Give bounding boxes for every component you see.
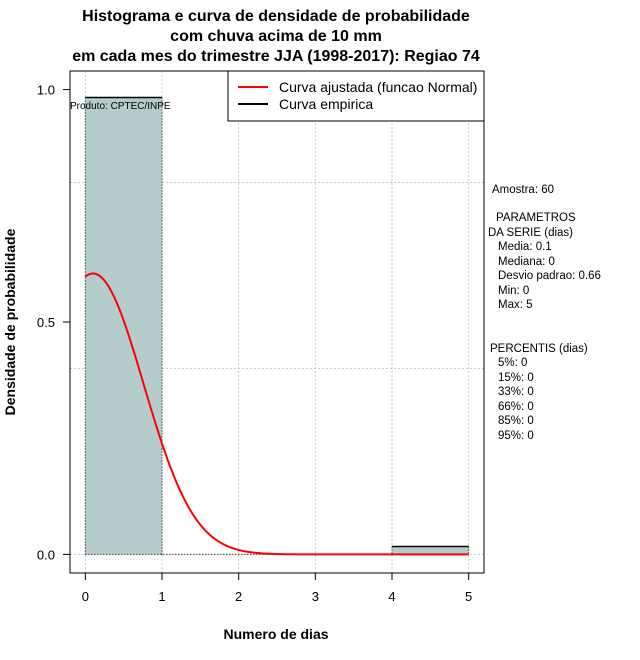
y-tick-label-2: 1.0	[37, 83, 55, 98]
x-tick-label-0: 0	[82, 589, 89, 604]
stats-panel: Amostra: 60 PARAMETROS DA SERIE (dias) M…	[488, 184, 601, 442]
y-tick-label-1: 0.5	[37, 315, 55, 330]
histogram-bars	[85, 97, 468, 554]
chart-title-line-3: em cada mes do trimestre JJA (1998-2017)…	[72, 48, 480, 65]
param-min: Min: 0	[498, 285, 529, 297]
param-mean: Media: 0.1	[498, 241, 552, 253]
percentil-33: 33%: 0	[498, 386, 534, 398]
x-tick-label-4: 4	[388, 589, 395, 604]
x-tick-label-1: 1	[158, 589, 165, 604]
histogram-chart: Histograma e curva de densidade de proba…	[0, 0, 640, 660]
params-title-1: PARAMETROS	[496, 212, 576, 224]
percentil-85: 85%: 0	[498, 415, 534, 427]
y-axis: 0.0 0.5 1.0	[37, 83, 70, 563]
percentil-66: 66%: 0	[498, 401, 534, 413]
param-sd: Desvio padrao: 0.66	[498, 270, 601, 282]
histogram-bar-0	[85, 97, 162, 554]
params-title-2: DA SERIE (dias)	[488, 227, 573, 239]
y-axis-title: Densidade de probabilidade	[2, 228, 18, 415]
param-median: Mediana: 0	[498, 256, 555, 268]
x-tick-label-2: 2	[235, 589, 242, 604]
legend: Curva ajustada (funcao Normal) Curva emp…	[228, 71, 484, 121]
x-tick-label-5: 5	[465, 589, 472, 604]
histogram-bar-4	[392, 547, 469, 555]
chart-title-line-2: com chuva acima de 10 mm	[170, 28, 382, 45]
x-tick-label-3: 3	[312, 589, 319, 604]
param-max: Max: 5	[498, 299, 533, 311]
percentil-15: 15%: 0	[498, 372, 534, 384]
percentis-title: PERCENTIS (dias)	[490, 343, 588, 355]
percentil-95: 95%: 0	[498, 430, 534, 442]
x-axis-title: Numero de dias	[223, 626, 328, 642]
x-axis: 0 1 2 3 4 5	[82, 573, 473, 604]
product-label: Produto: CPTEC/INPE	[70, 101, 171, 112]
percentil-5: 5%: 0	[498, 357, 527, 369]
legend-empirical-label: Curva empirica	[279, 96, 373, 112]
y-tick-label-0: 0.0	[37, 547, 55, 562]
legend-fitted-label: Curva ajustada (funcao Normal)	[279, 79, 477, 95]
sample-size: Amostra: 60	[492, 184, 554, 196]
chart-title-line-1: Histograma e curva de densidade de proba…	[82, 8, 470, 25]
